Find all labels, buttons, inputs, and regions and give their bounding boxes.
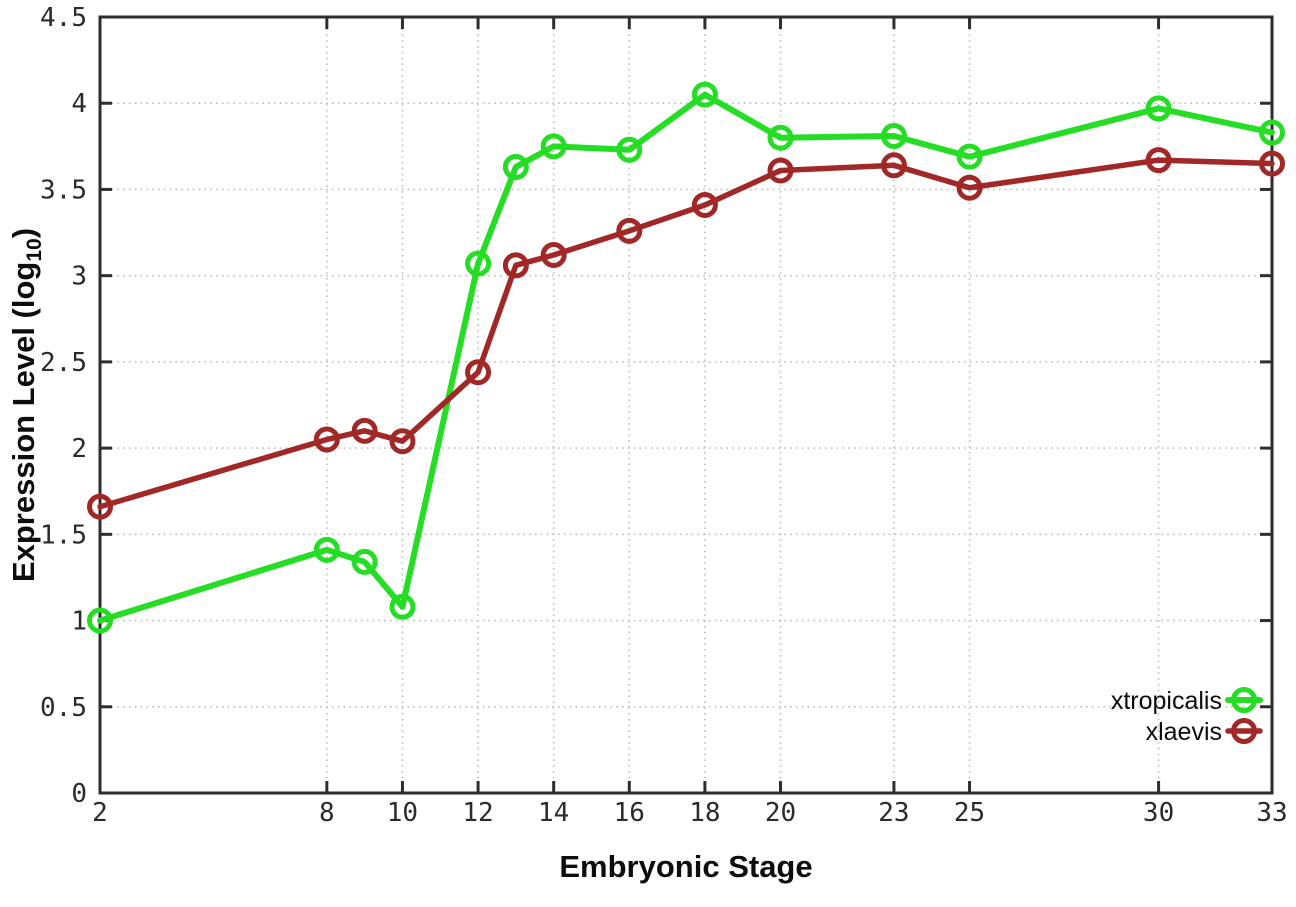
x-tick-label: 30 [1143, 798, 1174, 828]
data-point-xlaevis [465, 359, 492, 386]
data-point-xtropicalis [540, 133, 567, 160]
x-tick-label: 18 [689, 798, 720, 828]
data-point-xtropicalis [956, 143, 983, 170]
data-point-xtropicalis [1259, 119, 1285, 146]
y-tick-label: 0 [71, 779, 87, 809]
y-tick-label: 2 [71, 434, 87, 464]
axis-layer: 2 8 10 12 14 16 18 20 23 25 30 33 0 0.5 1 1.5 2 2.5 3 3.5 4 4… [40, 3, 1288, 828]
legend: xtropicalis xlaevis [1111, 687, 1263, 746]
legend-label-xtropicalis: xtropicalis [1111, 687, 1222, 715]
series-layer [87, 81, 1285, 634]
y-tick-label: 1 [71, 607, 87, 637]
y-tick-label: 4 [71, 89, 87, 119]
x-tick-label: 2 [92, 798, 108, 828]
data-point-xtropicalis [691, 81, 718, 108]
legend-marker-xlaevis [1231, 718, 1257, 744]
data-point-xtropicalis [313, 536, 340, 563]
data-point-xlaevis [691, 191, 718, 218]
y-tick-label: 3.5 [40, 175, 87, 205]
data-point-xtropicalis [351, 548, 378, 575]
data-point-xlaevis [87, 493, 113, 520]
data-point-xlaevis [956, 174, 983, 201]
legend-marker-xtropicalis [1231, 687, 1257, 713]
x-tick-label: 33 [1256, 798, 1287, 828]
y-axis-title: Expression Level (log10) [6, 228, 46, 582]
x-tick-label: 10 [387, 798, 418, 828]
data-point-xlaevis [616, 217, 643, 244]
y-tick-label: 3 [71, 262, 87, 292]
data-point-xtropicalis [87, 607, 113, 634]
data-point-xlaevis [767, 157, 794, 184]
y-tick-label: 4.5 [40, 3, 87, 33]
x-tick-label: 25 [954, 798, 985, 828]
data-point-xlaevis [502, 252, 529, 279]
data-point-xtropicalis [1145, 95, 1172, 122]
legend-label-xlaevis: xlaevis [1146, 718, 1222, 746]
data-point-xlaevis [389, 428, 416, 455]
series-line-xtropicalis [97, 91, 1275, 624]
data-point-xtropicalis [389, 593, 416, 620]
data-point-xlaevis [1259, 150, 1285, 177]
x-tick-label: 16 [614, 798, 645, 828]
plot-border [98, 15, 1274, 795]
data-point-xtropicalis [880, 122, 907, 149]
data-point-xtropicalis [502, 154, 529, 181]
y-tick-label: 2.5 [40, 348, 87, 378]
y-tick-label: 0.5 [40, 693, 87, 723]
x-tick-label: 8 [319, 798, 335, 828]
data-point-xlaevis [1145, 147, 1172, 174]
x-tick-label: 12 [462, 798, 493, 828]
x-axis-title: Embryonic Stage [559, 849, 812, 884]
x-tick-label: 20 [765, 798, 796, 828]
data-point-xlaevis [351, 417, 378, 444]
data-point-xtropicalis [767, 124, 794, 151]
grid-layer [99, 16, 1273, 794]
data-point-xtropicalis [616, 136, 643, 163]
series-line-xlaevis [97, 157, 1275, 510]
y-tick-label: 1.5 [40, 520, 87, 550]
x-tick-label: 23 [878, 798, 909, 828]
data-point-xlaevis [313, 426, 340, 453]
x-tick-label: 14 [538, 798, 569, 828]
data-point-xlaevis [540, 241, 567, 268]
data-point-xlaevis [880, 152, 907, 179]
data-point-xtropicalis [465, 250, 492, 277]
